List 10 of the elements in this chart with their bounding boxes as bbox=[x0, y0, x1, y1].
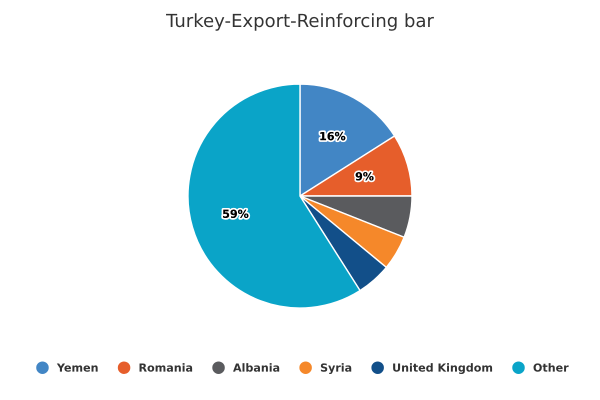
legend-label: Syria bbox=[320, 363, 352, 374]
data-label: 16% bbox=[320, 132, 346, 140]
legend-label: Yemen bbox=[56, 364, 98, 372]
legend-label: Albania bbox=[233, 363, 280, 372]
legend-label: United Kingdom bbox=[393, 363, 492, 374]
chart-title: Turkey-Export-Reinforcing bar bbox=[166, 13, 434, 31]
data-label: 59% bbox=[223, 210, 248, 218]
data-label: 9% bbox=[356, 172, 374, 180]
legend-label: Other bbox=[534, 363, 569, 372]
legend-label: Romania bbox=[140, 363, 192, 372]
